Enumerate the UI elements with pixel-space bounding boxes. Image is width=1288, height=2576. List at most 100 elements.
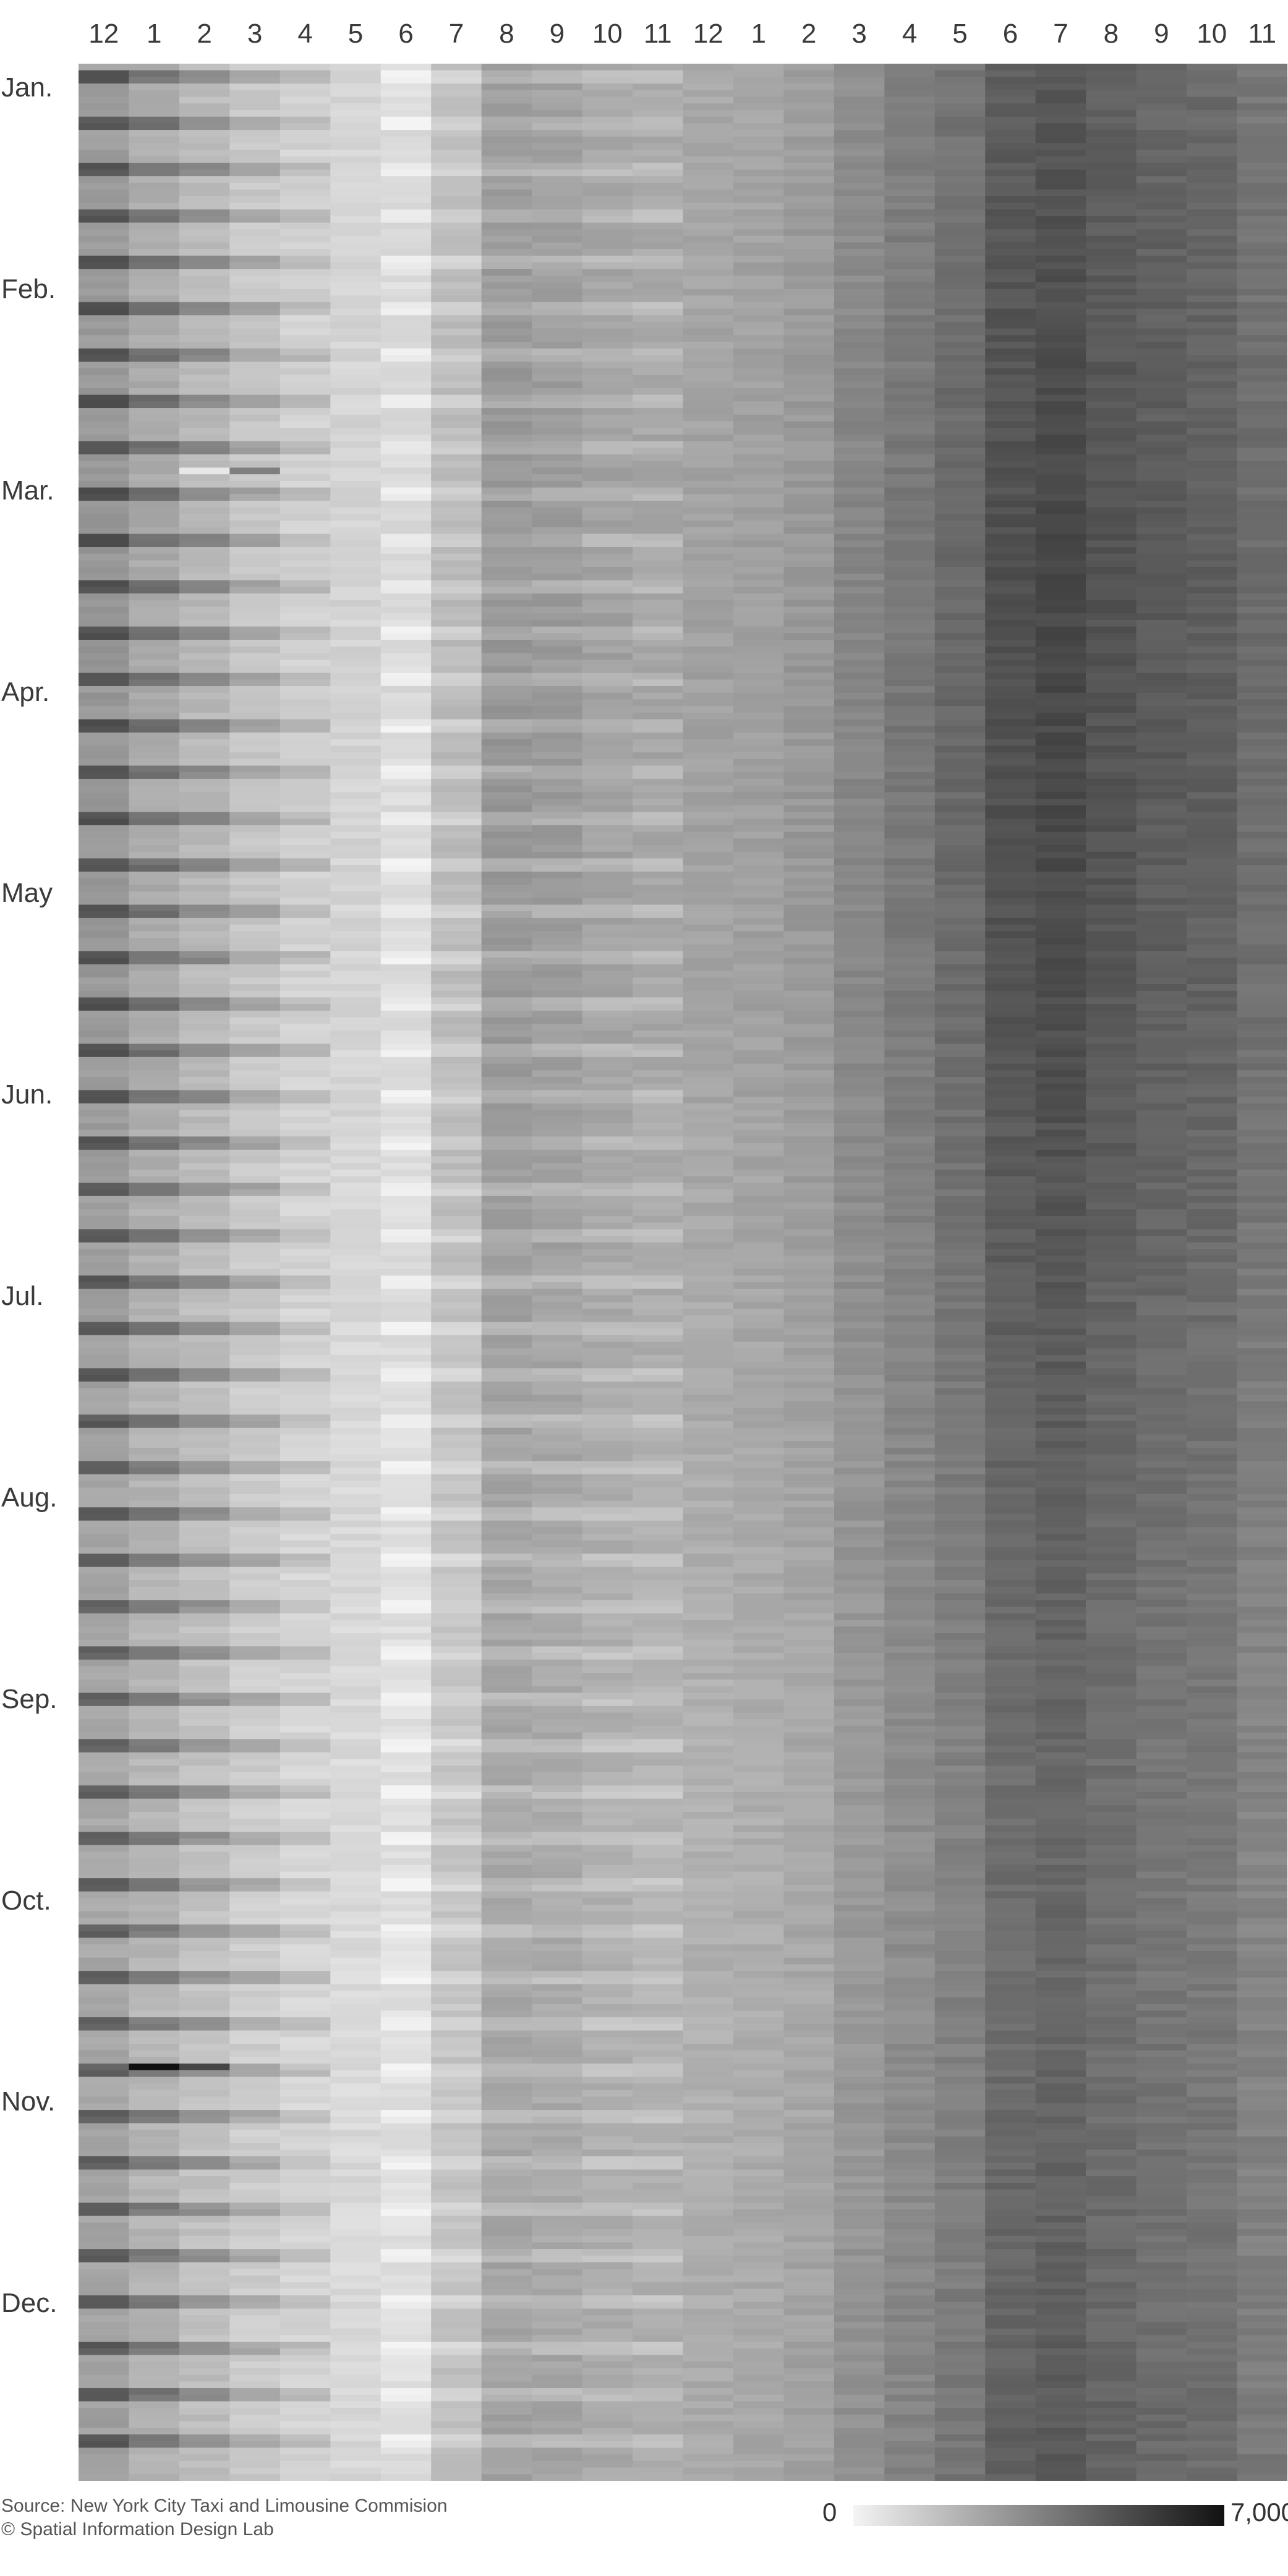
heatmap-cell [79, 1056, 130, 1065]
heatmap-cell [532, 858, 583, 865]
heatmap-cell [985, 1388, 1036, 1395]
heatmap-cell [229, 845, 281, 852]
heatmap-cell [1035, 70, 1086, 78]
heatmap-cell [834, 613, 885, 621]
heatmap-cell [229, 1056, 281, 1065]
heatmap-cell [229, 401, 281, 409]
heatmap-cell [985, 96, 1036, 104]
heatmap-cell [1035, 653, 1086, 660]
heatmap-cell [733, 249, 785, 257]
heatmap-cell [532, 130, 583, 137]
heatmap-cell [985, 1408, 1036, 1415]
heatmap-cell [1136, 726, 1187, 733]
heatmap-cell [985, 189, 1036, 197]
heatmap-cell [1187, 501, 1238, 508]
heatmap-cell [229, 1288, 281, 1296]
heatmap-cell [985, 1401, 1036, 1409]
heatmap-cell [1035, 938, 1086, 945]
heatmap-cell [380, 1269, 432, 1276]
heatmap-cell [985, 958, 1036, 965]
heatmap-cell [279, 626, 331, 634]
heatmap-cell [834, 1361, 885, 1369]
heatmap-cell [279, 1189, 331, 1197]
heatmap-cell [733, 1427, 785, 1435]
heatmap-cell [431, 103, 482, 111]
heatmap-cell [1136, 169, 1187, 177]
heatmap-cell [783, 1156, 835, 1163]
heatmap-cell [1237, 480, 1287, 488]
heatmap-cell [1187, 971, 1238, 978]
heatmap-cell [884, 414, 936, 422]
heatmap-cell [985, 116, 1036, 124]
heatmap-cell [279, 977, 331, 985]
heatmap-cell [431, 1335, 482, 1343]
heatmap-cell [431, 249, 482, 257]
heatmap-cell [1086, 1295, 1137, 1303]
heatmap-cell [582, 1070, 633, 1078]
heatmap-cell [582, 726, 633, 733]
heatmap-cell [179, 1189, 230, 1197]
heatmap-cell [481, 633, 532, 640]
heatmap-cell [633, 686, 684, 694]
heatmap-cell [633, 461, 684, 469]
heatmap-cell [1136, 580, 1187, 587]
heatmap-cell [79, 1341, 130, 1349]
heatmap-cell [179, 130, 230, 137]
heatmap-cell [1086, 778, 1137, 786]
heatmap-cell [1035, 308, 1086, 316]
heatmap-cell [985, 553, 1036, 561]
heatmap-cell [79, 1427, 130, 1435]
heatmap-cell [633, 1408, 684, 1415]
heatmap-cell [129, 692, 180, 700]
heatmap-cell [330, 202, 382, 210]
heatmap-cell [934, 355, 986, 362]
heatmap-cell [129, 269, 180, 276]
heatmap-cell [934, 242, 986, 250]
heatmap-cell [129, 1275, 180, 1283]
heatmap-cell [79, 494, 130, 501]
heatmap-cell [985, 421, 1036, 428]
heatmap-cell [279, 494, 331, 501]
heatmap-cell [330, 1335, 382, 1343]
heatmap-cell [1035, 255, 1086, 263]
heatmap-cell [783, 553, 835, 561]
heatmap-cell [582, 1375, 633, 1382]
heatmap-cell [733, 606, 785, 614]
heatmap-cell [1035, 216, 1086, 223]
heatmap-cell [582, 302, 633, 309]
heatmap-cell [884, 1408, 936, 1415]
heatmap-cell [431, 229, 482, 237]
heatmap-cell [179, 573, 230, 581]
heatmap-cell [179, 434, 230, 442]
heatmap-cell [129, 1129, 180, 1137]
heatmap-cell [683, 282, 734, 289]
heatmap-cell [834, 321, 885, 329]
heatmap-cell [783, 1031, 835, 1038]
heatmap-cell [79, 480, 130, 488]
heatmap-cell [279, 176, 331, 184]
heatmap-cell [79, 302, 130, 309]
heatmap-cell [633, 1322, 684, 1329]
heatmap-cell [179, 1302, 230, 1309]
heatmap-cell [1187, 818, 1238, 826]
heatmap-cell [884, 1156, 936, 1163]
heatmap-cell [380, 633, 432, 640]
heatmap-cell [179, 1202, 230, 1210]
heatmap-cell [633, 1421, 684, 1429]
heatmap-cell [229, 1322, 281, 1329]
heatmap-cell [884, 812, 936, 819]
heatmap-cell [783, 1295, 835, 1303]
heatmap-cell [330, 1341, 382, 1349]
heatmap-cell [481, 96, 532, 104]
heatmap-cell [733, 487, 785, 495]
heatmap-cell [431, 1401, 482, 1409]
heatmap-cell [1187, 1315, 1238, 1322]
heatmap-cell [481, 514, 532, 521]
heatmap-cell [1086, 1421, 1137, 1429]
heatmap-cell [330, 1004, 382, 1011]
heatmap-cell [481, 911, 532, 919]
heatmap-cell [1035, 1295, 1086, 1303]
heatmap-cell [129, 785, 180, 793]
heatmap-cell [79, 321, 130, 329]
heatmap-cell [884, 825, 936, 833]
